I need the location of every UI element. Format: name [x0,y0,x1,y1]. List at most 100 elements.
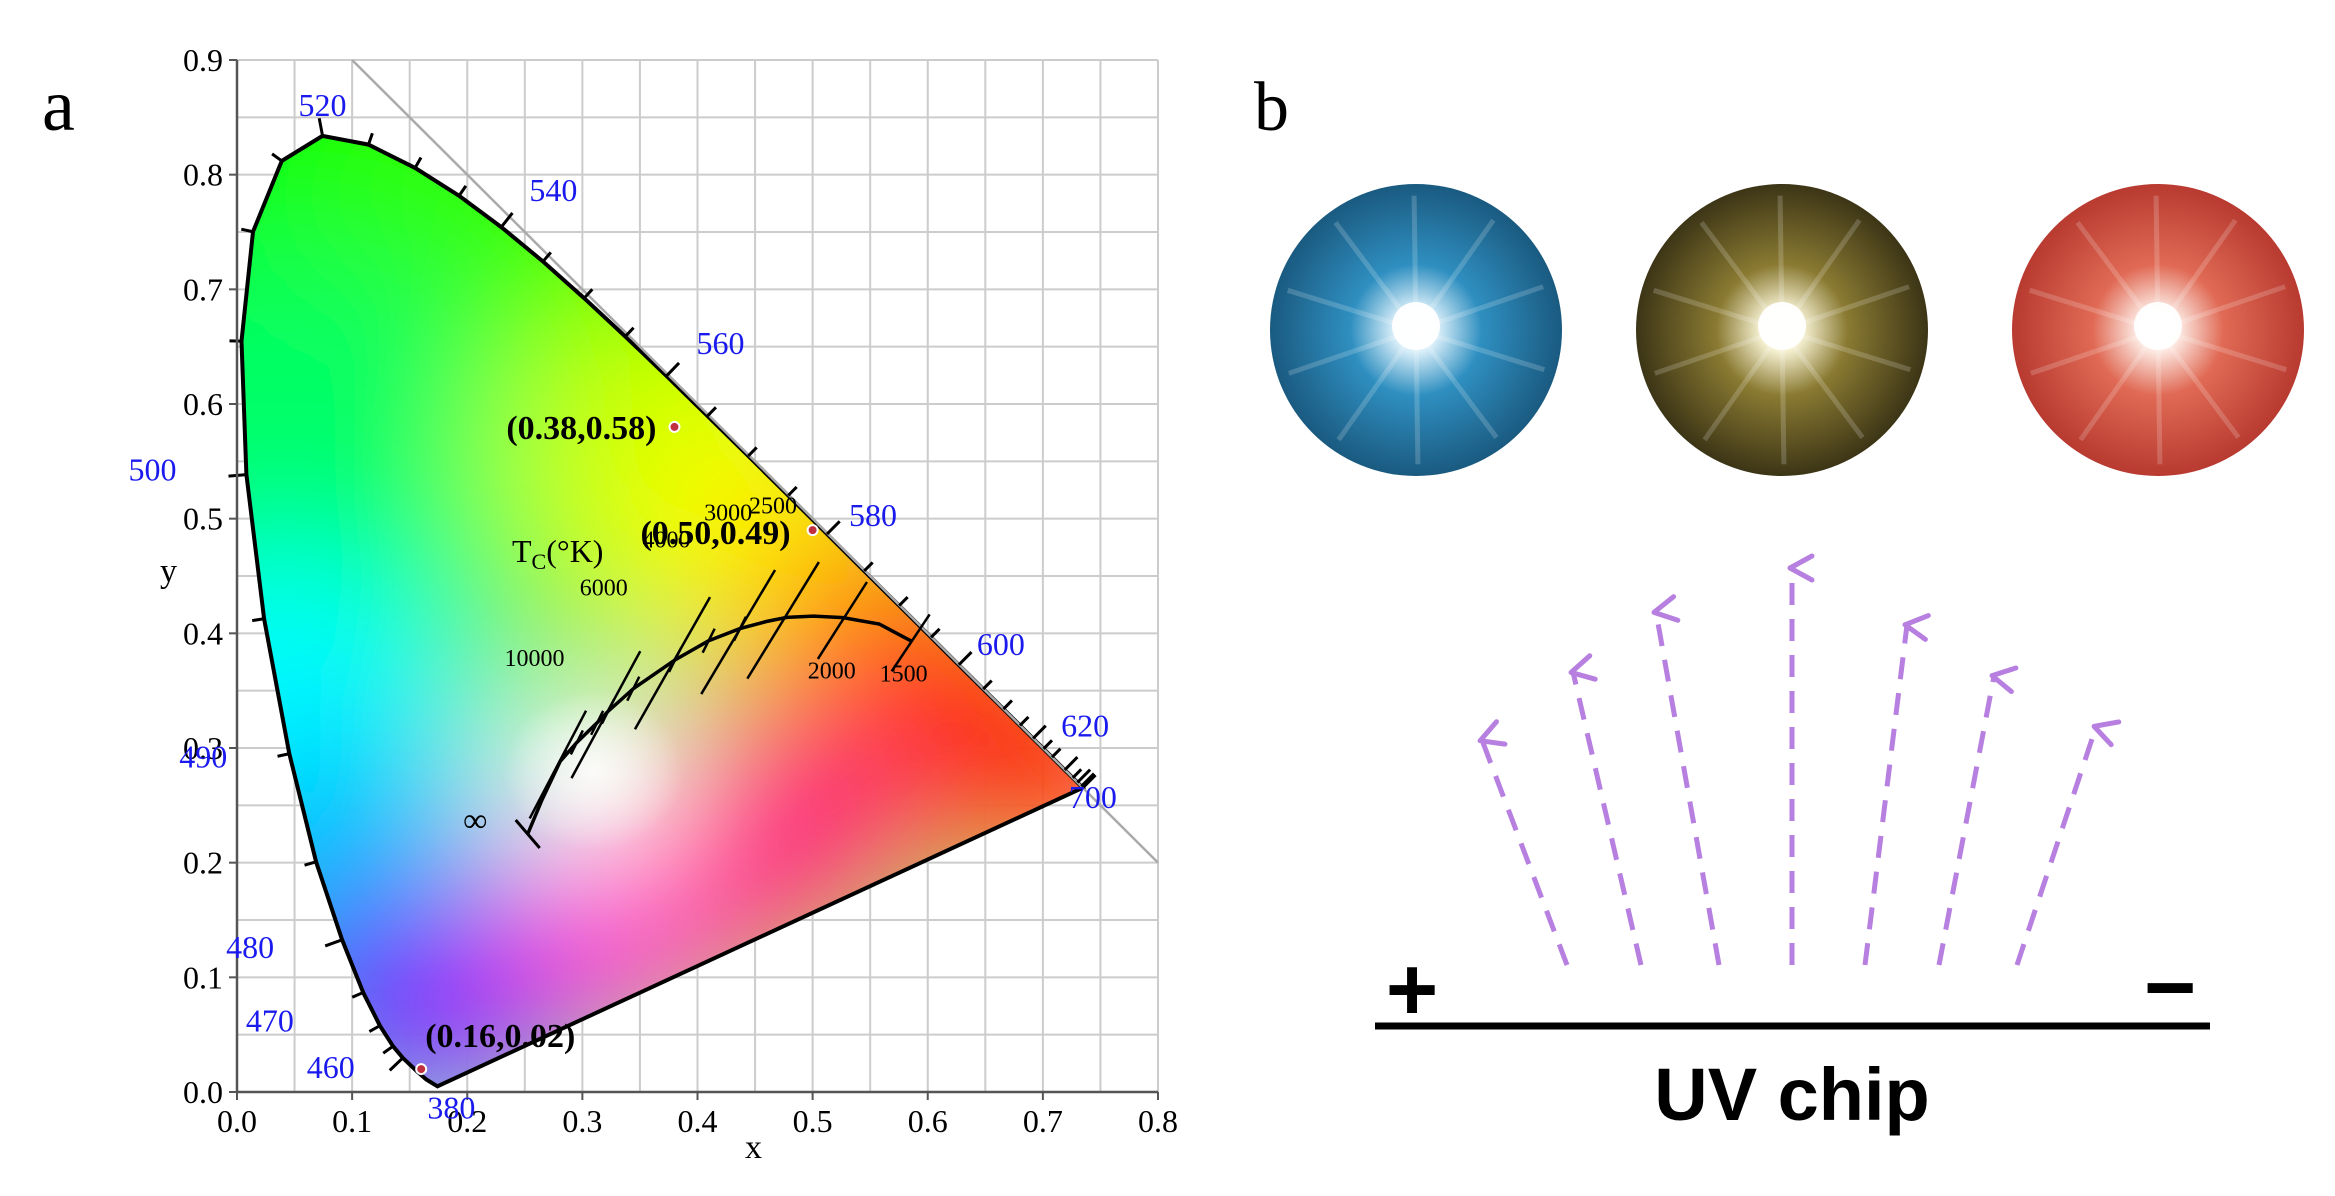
locus-tick [351,991,364,999]
wavelength-label: 470 [246,1003,294,1039]
wavelength-label: 520 [299,87,347,123]
wavelength-label: 600 [977,626,1025,662]
x-tick-label: 0.5 [793,1103,833,1139]
locus-tick [665,361,681,377]
x-tick-label: 0.4 [678,1103,718,1139]
annotated-point-label: (0.16,0.02) [425,1018,575,1055]
red-led-core [2134,302,2182,350]
cct-label: 2500 [749,493,797,519]
wavelength-label: 380 [427,1089,475,1125]
red-led-ray [2155,329,2163,465]
locus-tick [1042,739,1054,750]
blue-led-photo [1270,184,1562,476]
locus-tick [1076,768,1092,784]
uv-arrow [2014,719,2122,966]
locus-tick [413,156,423,169]
uv-emission-arrows [1477,553,2122,966]
led-photos [1270,184,2304,476]
annotated-point-marker [668,420,681,433]
blue-led-ray [1413,328,1499,440]
y-axis-label: y [160,553,177,590]
locus-tick [982,679,993,691]
wavelength-label: 560 [697,325,745,361]
locus-tick [1080,772,1096,788]
uv-arrow [1477,719,1570,966]
x-tick-label: 0.8 [1138,1103,1178,1139]
annotated-point-label: (0.50,0.49) [640,515,790,552]
locus-tick [747,446,758,457]
locus-tick [825,520,841,536]
y-tick-label: 0.3 [183,730,223,766]
cct-label: 2000 [808,658,856,684]
locus-tick [1050,747,1062,759]
locus-tick [624,326,635,338]
y-tick-label: 0.6 [183,386,223,422]
locus-tick [787,485,798,497]
red-led-photo [2012,184,2304,476]
locus-tick [1071,768,1083,779]
x-tick-label: 0.1 [332,1103,372,1139]
planckian-locus [514,561,931,849]
tc-label: TC(°K) [512,533,603,574]
isotherm-line [816,581,868,660]
planck-tick [732,616,748,642]
locus-tick [457,185,468,197]
locus-tick [271,152,283,163]
locus-tick [1018,715,1030,727]
x-tick-label: 0.2 [447,1103,487,1139]
annotated-point-marker [415,1063,428,1076]
color-blob [939,661,1083,881]
isotherm-line [746,561,820,680]
locus-tick [382,1045,394,1055]
color-blob [639,708,917,971]
chart-axes: 0.0 0.1 0.2 0.3 0.4 0.5 0.6 0.7 0.8 0.0 0.1 0.2 0.3 0… [183,42,1178,1139]
wavelength-label: 620 [1061,707,1109,743]
x-tick-label: 0.7 [1023,1103,1063,1139]
red-led-ray [2078,328,2161,442]
yellow-led-ray [1779,328,1865,440]
cct-label: 1500 [880,661,928,687]
planck-tick [701,628,716,654]
red-led-ray [2155,328,2241,440]
cct-label: 10000 [505,646,565,672]
cct-label: 3000 [704,501,752,527]
cct-label: ∞ [463,803,487,840]
reference-diagonal [351,59,1159,864]
planck-end-cap [514,819,541,849]
locus-tick [324,938,343,948]
plus-sign: + [1386,940,1439,1040]
locus-tick [304,860,317,867]
locus-tick [277,752,290,758]
uv-arrow [1651,594,1722,966]
wavelength-label: 480 [226,929,274,965]
yellow-led-photo [1636,184,1928,476]
panel-b-label: b [1254,69,1289,146]
planck-tick [569,729,584,756]
y-tick-label: 0.4 [183,615,223,651]
x-tick-label: 0.6 [908,1103,948,1139]
y-tick-label: 0.9 [183,42,223,78]
panel-a-label: a [42,65,75,147]
locus-tick [1032,724,1047,740]
wavelength-label: 540 [529,172,577,208]
locus-tick [388,1056,404,1072]
y-tick-label: 0.8 [183,157,223,193]
locus-tick [240,227,254,234]
locus-tick [706,406,717,417]
y-tick-label: 0.1 [183,959,223,995]
y-tick-label: 0.5 [183,501,223,537]
white-point-glow [503,690,684,851]
planck-tick [626,676,641,702]
wavelength-ticks [228,117,1097,1072]
wavelength-label: 490 [179,739,227,775]
wavelength-label: 500 [128,452,176,488]
blue-led-ray [1413,329,1421,465]
wavelength-label: 460 [307,1049,355,1085]
y-tick-label: 0.2 [183,845,223,881]
minus-sign: − [2144,938,2197,1038]
blue-led-core [1392,302,1440,350]
x-axis-label: x [745,1129,762,1166]
wavelength-label: 700 [1069,779,1117,815]
